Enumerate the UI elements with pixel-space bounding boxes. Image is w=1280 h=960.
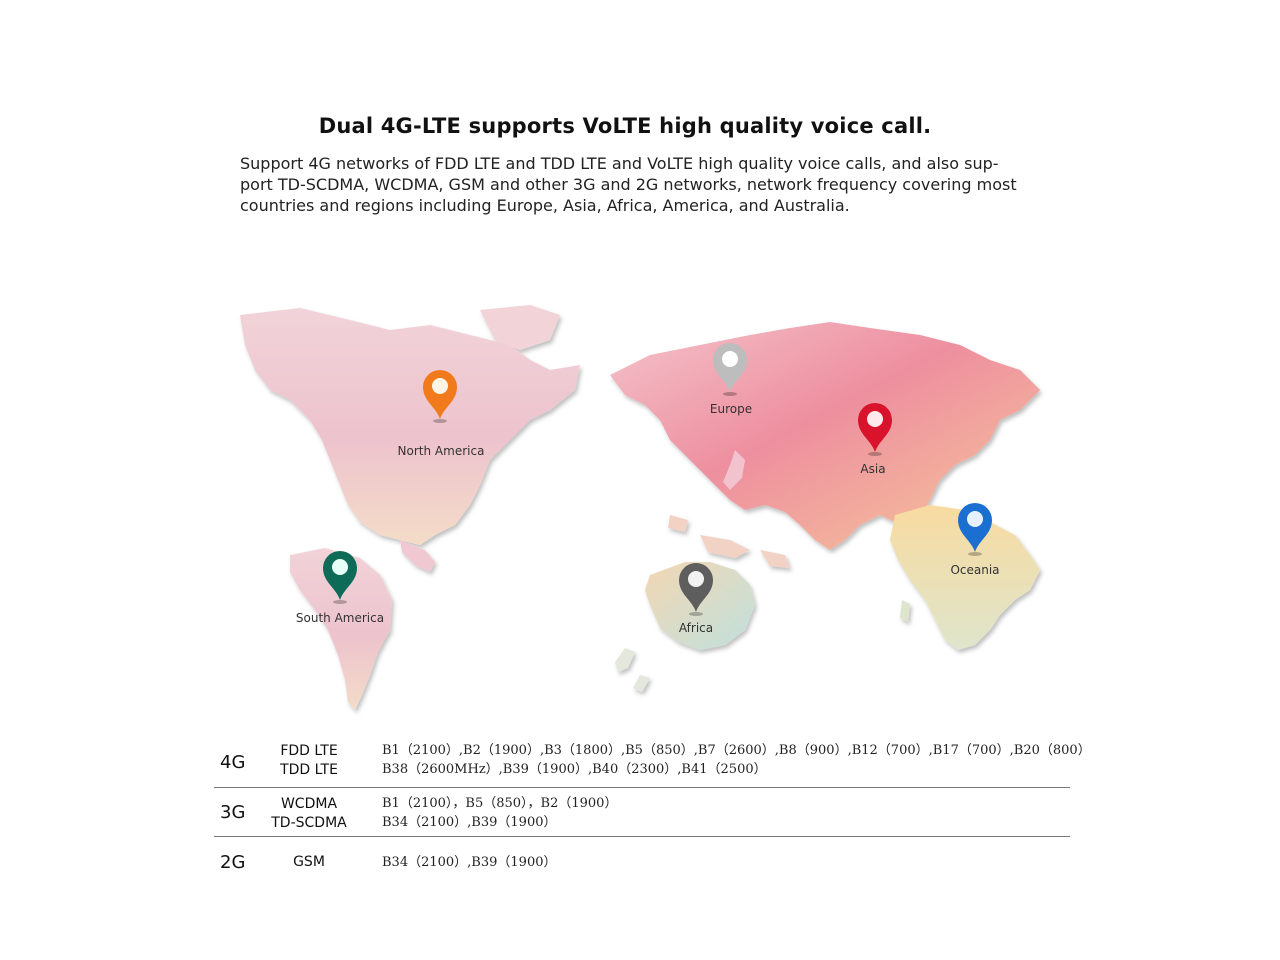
description-line: Support 4G networks of FDD LTE and TDD L… bbox=[240, 154, 999, 173]
australia-shape bbox=[645, 562, 755, 650]
technology-name: FDD LTE bbox=[280, 743, 338, 759]
africa-shape bbox=[890, 505, 1040, 650]
location-pin-icon bbox=[323, 551, 357, 600]
world-map: North America Europe Asia Oceania South … bbox=[230, 300, 1090, 720]
pin-label-europe: Europe bbox=[709, 402, 753, 416]
generation-label: 4G bbox=[220, 752, 246, 773]
pin-europe[interactable] bbox=[713, 343, 747, 396]
japan-shape bbox=[723, 450, 745, 490]
pin-africa[interactable] bbox=[679, 563, 713, 616]
location-pin-icon bbox=[713, 343, 747, 392]
pin-oceania[interactable] bbox=[958, 503, 992, 556]
band-line: B1（2100），B5（850），B2（1900） bbox=[382, 796, 618, 811]
technology-name: GSM bbox=[293, 854, 325, 870]
pin-asia[interactable] bbox=[858, 403, 892, 456]
pin-south-america[interactable] bbox=[323, 551, 357, 604]
band-list: B34（2100）,B39（1900） bbox=[382, 853, 557, 872]
pin-label-south-america: South America bbox=[295, 611, 385, 625]
band-line: B38（2600MHz）,B39（1900）,B40（2300）,B41（250… bbox=[382, 762, 767, 777]
north-america-shape bbox=[240, 308, 580, 545]
headline: Dual 4G-LTE supports VoLTE high quality … bbox=[318, 114, 932, 138]
location-pin-icon bbox=[858, 403, 892, 452]
central-america-shape bbox=[400, 540, 435, 572]
southeast-asia-islands-shape bbox=[668, 515, 790, 568]
south-america-shape bbox=[290, 548, 392, 710]
location-pin-icon bbox=[958, 503, 992, 552]
technology-name: TDD LTE bbox=[280, 762, 338, 778]
band-line: B34（2100）,B39（1900） bbox=[382, 855, 557, 870]
pin-label-oceania: Oceania bbox=[950, 563, 1000, 577]
generation-label: 2G bbox=[220, 852, 246, 873]
pin-label-asia: Asia bbox=[860, 462, 886, 476]
technology-label: GSM bbox=[254, 853, 364, 872]
description-line: countries and regions including Europe, … bbox=[240, 196, 850, 215]
band-list: B1（2100），B5（850），B2（1900） B34（2100）,B39（… bbox=[382, 794, 617, 832]
generation-label: 3G bbox=[220, 802, 246, 823]
technology-label: WCDMA TD-SCDMA bbox=[254, 795, 364, 833]
row-divider bbox=[214, 787, 1070, 788]
continents bbox=[240, 305, 1040, 710]
description-line: port TD-SCDMA, WCDMA, GSM and other 3G a… bbox=[240, 175, 1017, 194]
description: Support 4G networks of FDD LTE and TDD L… bbox=[240, 153, 1040, 216]
row-divider bbox=[214, 836, 1070, 837]
location-pin-icon bbox=[423, 370, 457, 419]
madagascar-shape bbox=[900, 600, 910, 622]
eurasia-shape bbox=[610, 322, 1040, 550]
technology-label: FDD LTE TDD LTE bbox=[254, 742, 364, 780]
location-pin-icon bbox=[679, 563, 713, 612]
world-map-graphic bbox=[240, 305, 1040, 710]
technology-name: TD-SCDMA bbox=[271, 815, 347, 831]
band-line: B34（2100）,B39（1900） bbox=[382, 815, 557, 830]
greenland-shape bbox=[480, 305, 560, 350]
band-list: B1（2100）,B2（1900）,B3（1800）,B5（850）,B7（26… bbox=[382, 741, 1091, 779]
pin-label-africa: Africa bbox=[678, 621, 714, 635]
band-line: B1（2100）,B2（1900）,B3（1800）,B5（850）,B7（26… bbox=[382, 743, 1091, 758]
technology-name: WCDMA bbox=[280, 796, 338, 812]
pin-label-north-america: North America bbox=[397, 444, 485, 458]
pin-north-america[interactable] bbox=[423, 370, 457, 423]
new-zealand-shape bbox=[615, 648, 650, 692]
